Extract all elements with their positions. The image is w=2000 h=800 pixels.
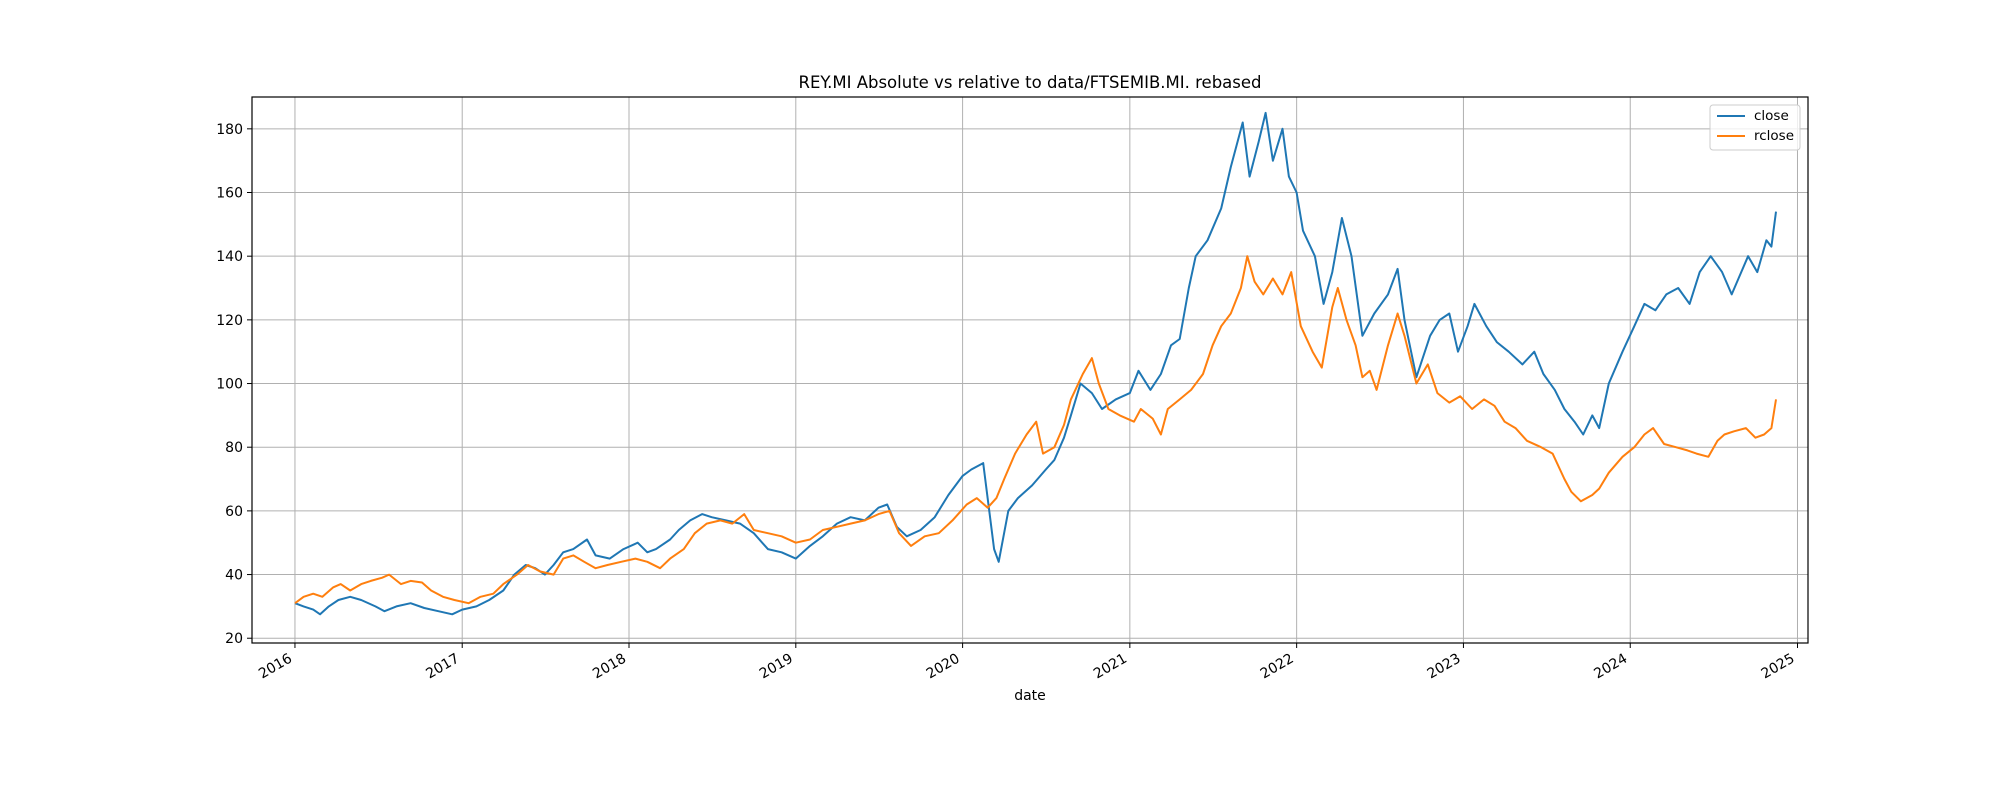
grid-lines [252,97,1808,643]
y-tick-label: 180 [216,122,243,138]
x-axis-label: date [1014,688,1046,704]
chart-title: REY.MI Absolute vs relative to data/FTSE… [798,73,1261,92]
y-tick-label: 80 [225,440,243,456]
y-axis-ticks: 20 40 60 80 100 120 140 160 180 [216,122,252,647]
y-tick-label: 120 [216,313,243,329]
legend: close rclose [1709,104,1801,151]
plot-frame [251,96,1809,644]
y-tick-label: 40 [225,568,243,584]
legend-label-rclose: rclose [1754,128,1794,144]
y-tick-label: 100 [216,377,243,393]
y-tick-label: 20 [225,631,243,647]
series-line-close [294,111,1777,616]
series-lines [294,111,1777,616]
y-tick-label: 160 [216,186,243,202]
series-line-rclose [294,255,1777,605]
y-tick-label: 140 [216,249,243,265]
y-tick-label: 60 [225,504,243,520]
legend-label-close: close [1754,108,1789,124]
